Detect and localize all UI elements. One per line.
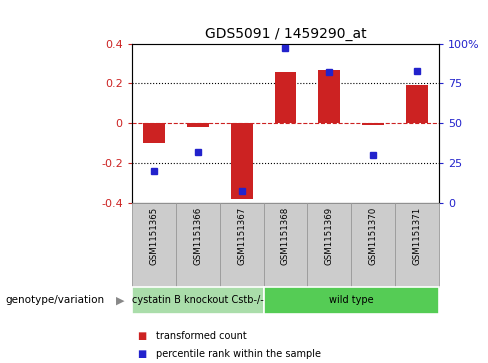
Bar [362, 123, 384, 126]
Bar [220, 203, 264, 287]
Text: wild type: wild type [329, 295, 374, 305]
Text: ■: ■ [137, 331, 146, 341]
Text: ■: ■ [137, 349, 146, 359]
Text: GSM1151367: GSM1151367 [237, 207, 246, 265]
Bar [230, 123, 253, 199]
Bar [187, 123, 209, 127]
Bar [395, 203, 439, 287]
Text: GSM1151366: GSM1151366 [193, 207, 202, 265]
Bar [274, 72, 297, 123]
Title: GDS5091 / 1459290_at: GDS5091 / 1459290_at [204, 27, 366, 41]
Text: GSM1151368: GSM1151368 [281, 207, 290, 265]
Text: ▶: ▶ [116, 295, 124, 305]
Bar [406, 86, 428, 123]
Text: cystatin B knockout Cstb-/-: cystatin B knockout Cstb-/- [132, 295, 264, 305]
Bar [318, 70, 340, 123]
Bar [264, 203, 307, 287]
Bar [351, 203, 395, 287]
Text: GSM1151370: GSM1151370 [369, 207, 378, 265]
Text: genotype/variation: genotype/variation [5, 295, 104, 305]
Text: GSM1151365: GSM1151365 [149, 207, 158, 265]
Text: transformed count: transformed count [156, 331, 247, 341]
Bar [132, 203, 176, 287]
Text: GSM1151369: GSM1151369 [325, 207, 334, 265]
Bar [132, 287, 264, 314]
Bar [176, 203, 220, 287]
Text: GSM1151371: GSM1151371 [413, 207, 422, 265]
Bar [264, 287, 439, 314]
Text: percentile rank within the sample: percentile rank within the sample [156, 349, 321, 359]
Bar [307, 203, 351, 287]
Bar [143, 123, 165, 143]
